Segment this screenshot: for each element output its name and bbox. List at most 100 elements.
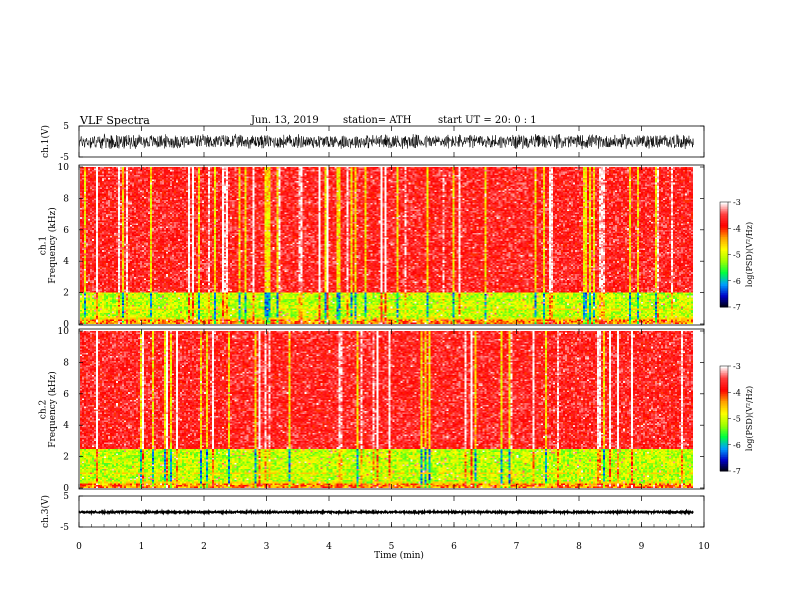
- colorbar-cell: [720, 432, 728, 435]
- colorbar-cell: [720, 210, 728, 213]
- colorbar-cell: [720, 422, 728, 425]
- colorbar-cell: [720, 291, 728, 294]
- colorbar-cell: [720, 219, 728, 222]
- colorbar-cell: [720, 226, 728, 229]
- colorbar-tick-label: -3: [733, 362, 741, 371]
- colorbar-cell: [720, 207, 728, 210]
- colorbar-cell: [720, 429, 728, 432]
- y-tick-label: 2: [63, 289, 69, 299]
- colorbar-cell: [720, 467, 728, 470]
- colorbar-cell: [720, 203, 728, 206]
- colorbar-cell: [720, 383, 728, 386]
- colorbar-cell: [720, 366, 728, 369]
- colorbar-cell: [720, 425, 728, 428]
- y-axis-label-line: ch.3(V): [40, 495, 51, 528]
- colorbar-cell: [720, 301, 728, 304]
- colorbar-cell: [720, 303, 728, 306]
- colorbar-cell: [720, 388, 728, 391]
- colorbar-cell: [720, 376, 728, 379]
- colorbar-cell: [720, 415, 728, 418]
- colorbar-cell: [720, 221, 728, 224]
- colorbar-cell: [720, 418, 728, 421]
- colorbar-cell: [720, 453, 728, 456]
- colorbar-cell: [720, 406, 728, 409]
- y-tick-label: 8: [63, 194, 69, 204]
- colorbar-tick-label: -6: [733, 441, 741, 450]
- colorbar-cell: [720, 450, 728, 453]
- colorbar-cell: [720, 444, 728, 447]
- colorbar-cell: [720, 263, 728, 266]
- colorbar-cell: [720, 413, 728, 416]
- colorbar-cell: [720, 397, 728, 400]
- colorbar-cell: [720, 387, 728, 390]
- colorbar-cell: [720, 217, 728, 220]
- colorbar-cell: [720, 423, 728, 426]
- colorbar-cell: [720, 266, 728, 269]
- x-tick-label: 7: [514, 542, 520, 552]
- ch2-colorbar: -3 -4 -5 -6 -7 log(PSD)(V²/Hz): [719, 362, 754, 476]
- colorbar-cell: [720, 381, 728, 384]
- waveform-line: [78, 508, 694, 517]
- y-axis-label: ch.1(V): [40, 125, 51, 158]
- colorbar-cell: [720, 416, 728, 419]
- colorbar-cell: [720, 238, 728, 241]
- colorbar-cell: [720, 390, 728, 393]
- colorbar-cell: [720, 224, 728, 227]
- y-tick-label: 4: [63, 421, 69, 431]
- colorbar-cell: [720, 430, 728, 433]
- x-axis-label: Time (min): [374, 550, 424, 561]
- y-tick-label: 6: [63, 226, 69, 236]
- colorbar-cell: [720, 289, 728, 292]
- colorbar-tick-label: -7: [733, 467, 741, 476]
- y-tick-label: 5: [63, 122, 69, 132]
- x-tick-label: 1: [139, 542, 145, 552]
- colorbar-cell: [720, 457, 728, 460]
- colorbar-cell: [720, 446, 728, 449]
- y-tick-label: 0: [63, 484, 69, 494]
- colorbar-cell: [720, 254, 728, 257]
- colorbar-cell: [720, 455, 728, 458]
- y-axis-ticks: [79, 125, 704, 528]
- colorbar-cell: [720, 256, 728, 259]
- plot-title: VLF Spectra: [80, 114, 150, 127]
- colorbar-cell: [720, 275, 728, 278]
- colorbar-cell: [720, 411, 728, 414]
- y-tick-label: 4: [63, 257, 69, 267]
- colorbar-label: log(PSD)(V²/Hz): [745, 222, 754, 287]
- y-tick-label: 0: [63, 320, 69, 330]
- colorbar-cell: [720, 286, 728, 289]
- colorbar-cell: [720, 287, 728, 290]
- colorbar-cell: [720, 367, 728, 370]
- colorbar-cell: [720, 268, 728, 271]
- colorbar-cell: [720, 436, 728, 439]
- colorbar-cell: [720, 443, 728, 446]
- colorbar-cell: [720, 448, 728, 451]
- y-axis-label-line: Frequency (kHz): [47, 371, 58, 448]
- colorbar-cell: [720, 272, 728, 275]
- colorbar-cell: [720, 399, 728, 402]
- colorbar-tick-label: -4: [733, 224, 741, 233]
- colorbar-cell: [720, 261, 728, 264]
- colorbar-cell: [720, 451, 728, 454]
- colorbar-cell: [720, 402, 728, 405]
- y-axis-label-line: ch.1(V): [40, 125, 51, 158]
- colorbar-tick-label: -7: [733, 303, 741, 312]
- colorbar-cell: [720, 401, 728, 404]
- y-axis-label: ch.1Frequency (kHz): [38, 207, 58, 284]
- colorbar-cell: [720, 252, 728, 255]
- colorbar-cell: [720, 469, 728, 472]
- colorbar-cell: [720, 294, 728, 297]
- y-tick-label: 8: [63, 358, 69, 368]
- colorbar-cell: [720, 373, 728, 376]
- colorbar-cell: [720, 251, 728, 254]
- y-axis-label: ch.2Frequency (kHz): [38, 371, 58, 448]
- x-tick-label: 9: [639, 542, 645, 552]
- colorbar-label: log(PSD)(V²/Hz): [745, 386, 754, 451]
- colorbar-cell: [720, 427, 728, 430]
- y-tick-label: 10: [58, 163, 70, 173]
- colorbar-cell: [720, 385, 728, 388]
- y-tick-label: 10: [58, 327, 70, 337]
- colorbar-tick-label: -5: [733, 415, 741, 424]
- colorbar-cell: [720, 265, 728, 268]
